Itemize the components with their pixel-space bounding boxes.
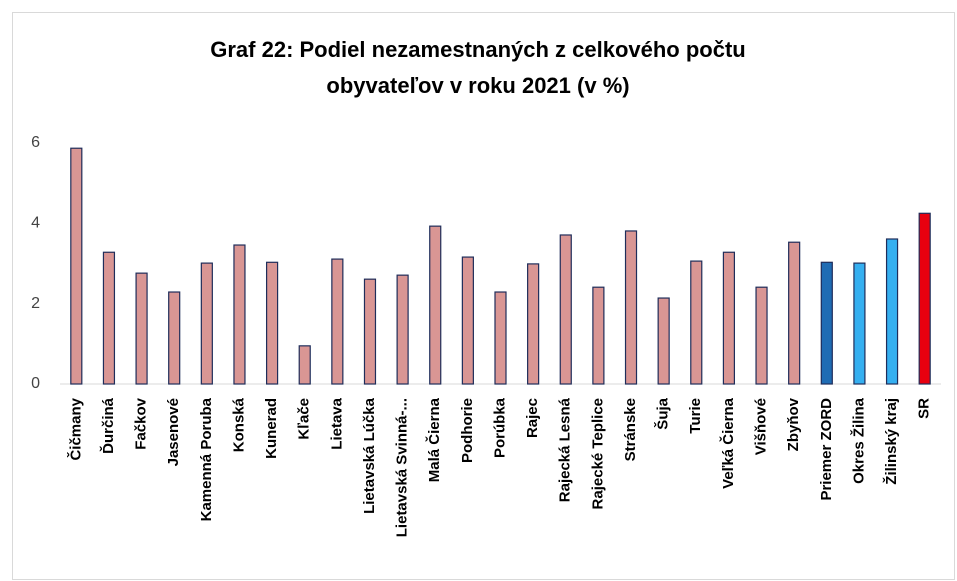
x-tick-label: Lietava — [328, 397, 345, 449]
x-tick-label: Priemer ZORD — [818, 398, 835, 501]
bar — [461, 256, 474, 385]
x-tick-label: Lietavská Lúčka — [361, 397, 378, 514]
x-tick-label: Kľače — [296, 398, 313, 440]
x-tick-label: Veľká Čierna — [719, 397, 737, 488]
y-tick-label: 2 — [31, 295, 40, 312]
bar — [363, 278, 377, 385]
bar — [918, 212, 931, 385]
bar — [657, 297, 670, 385]
bar — [885, 238, 899, 385]
x-tick-label: Kamenná Poruba — [198, 397, 215, 521]
bar — [592, 286, 605, 385]
bar — [429, 225, 442, 385]
x-tick-label: Zbyňov — [785, 397, 802, 451]
bar — [200, 262, 213, 385]
bar — [233, 244, 246, 385]
x-tick-label: Okres Žilina — [849, 397, 867, 484]
x-tick-label: Ďurčiná — [99, 397, 117, 454]
x-tick-label: Fačkov — [133, 397, 150, 449]
x-tick-label: Stránske — [622, 398, 639, 461]
bar — [70, 147, 83, 385]
bar — [690, 260, 703, 385]
bar — [853, 262, 866, 385]
bar — [168, 291, 181, 385]
x-tick-label: Rajec — [524, 398, 541, 438]
bar — [755, 286, 768, 385]
bar — [788, 241, 801, 385]
y-tick-label: 6 — [31, 134, 40, 151]
x-tick-label: Čičmany — [66, 397, 84, 460]
x-tick-label: Jasenové — [165, 398, 182, 466]
bar — [298, 345, 311, 385]
y-tick-label: 0 — [31, 375, 40, 392]
bar — [559, 234, 572, 385]
bar — [494, 291, 507, 385]
chart-title: Graf 22: Podiel nezamestnaných z celkové… — [210, 37, 746, 62]
y-tick-label: 4 — [31, 215, 40, 232]
bar — [396, 274, 409, 385]
x-tick-label: Lietavská Svinná-... — [394, 398, 411, 537]
bar — [135, 272, 148, 385]
chart-title: obyvateľov v roku 2021 (v %) — [326, 73, 629, 98]
x-tick-label: Malá Čierna — [425, 397, 443, 482]
x-tick-label: Porúbka — [491, 397, 508, 458]
x-tick-label: Rajecké Teplice — [589, 398, 606, 509]
bar — [331, 258, 344, 385]
x-tick-label: Kunerad — [263, 398, 280, 459]
bar — [820, 261, 833, 385]
x-tick-label: Turie — [687, 398, 704, 434]
x-tick-label: Podhorie — [459, 398, 476, 463]
x-tick-label: Rajecká Lesná — [557, 397, 574, 502]
bar — [722, 251, 736, 385]
bar — [265, 261, 279, 385]
x-tick-label: Višňové — [753, 398, 770, 455]
x-tick-label: Žilinský kraj — [882, 398, 900, 485]
x-tick-label: Šuja — [654, 397, 672, 429]
x-tick-label: SR — [916, 398, 933, 419]
x-tick-label: Konská — [230, 397, 247, 452]
bar — [624, 230, 638, 385]
bar — [527, 263, 540, 385]
bar — [102, 251, 116, 385]
